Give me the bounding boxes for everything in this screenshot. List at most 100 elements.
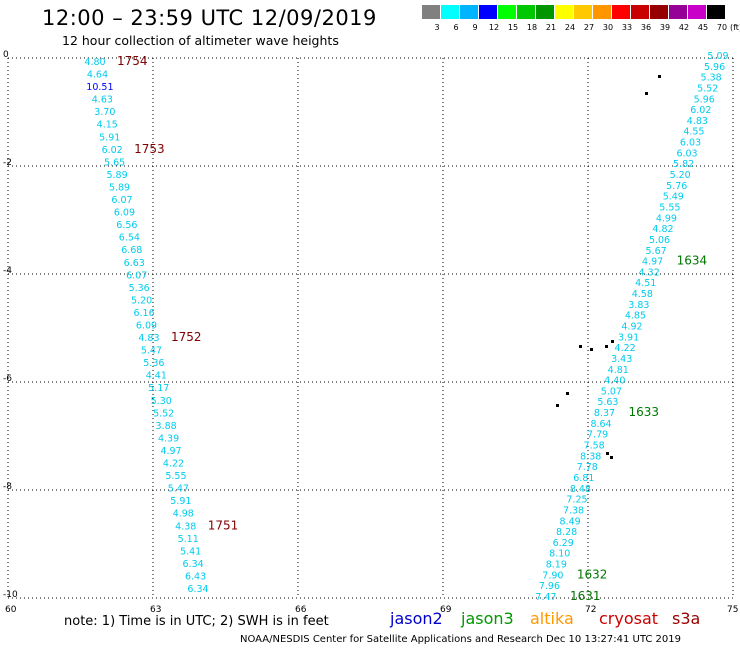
legend-label: 12 <box>488 23 500 32</box>
lon-tick-label: 69 <box>440 605 452 615</box>
island-shape <box>645 92 648 95</box>
legend-swatch <box>422 5 440 19</box>
wave-height-value: 6.63 <box>124 258 145 269</box>
legend-label: 3 <box>434 23 440 32</box>
lon-tick-label: 66 <box>295 605 307 615</box>
pass-time-label: 1632 <box>577 567 608 581</box>
island-shape <box>658 75 661 78</box>
wave-height-value: 8.38 <box>580 451 601 462</box>
pass-time-label: 1751 <box>208 518 239 532</box>
legend-swatch <box>612 5 630 19</box>
wave-height-value: 6.03 <box>680 138 701 149</box>
legend-swatch <box>707 5 725 19</box>
wave-height-value: 5.41 <box>180 546 201 557</box>
satellite-jason3: jason3 <box>461 609 514 628</box>
legend-swatch <box>593 5 611 19</box>
legend-swatch <box>574 5 592 19</box>
page-title: 12:00 – 23:59 UTC 12/09/2019 <box>42 6 377 30</box>
legend-label: 21 <box>545 23 557 32</box>
wave-height-value: 4.55 <box>683 127 704 138</box>
wave-height-value: 5.47 <box>168 484 189 495</box>
island-shape <box>611 340 614 343</box>
wave-height-value: 5.20 <box>670 170 691 181</box>
legend-swatch <box>536 5 554 19</box>
legend-swatch <box>479 5 497 19</box>
island-shape <box>610 456 613 459</box>
wave-height-value: 4.83 <box>138 333 159 344</box>
legend-label: 45 <box>697 23 709 32</box>
lat-tick-label: -6 <box>3 374 12 384</box>
wave-height-value: 6.02 <box>102 145 123 156</box>
wave-height-value: 4.97 <box>642 257 663 268</box>
wave-height-value: 6.09 <box>136 321 157 332</box>
lat-tick-label: -2 <box>3 158 12 168</box>
wave-height-value: 7.47 <box>535 592 556 603</box>
wave-height-value: 5.82 <box>673 159 694 170</box>
island-shape <box>605 345 608 348</box>
wave-height-value: 7.25 <box>566 495 587 506</box>
legend-label: 15 <box>507 23 519 32</box>
wave-height-value: 8.19 <box>546 560 567 571</box>
pass-time-label: 1752 <box>171 330 202 344</box>
wave-height-value: 4.58 <box>632 289 653 300</box>
wave-height-value: 4.38 <box>175 521 196 532</box>
wave-height-value: 5.11 <box>178 534 199 545</box>
wave-height-value: 4.41 <box>146 371 167 382</box>
wave-height-value: 4.22 <box>615 343 636 354</box>
wave-height-value: 3.88 <box>156 421 177 432</box>
wave-height-value: 5.49 <box>663 192 684 203</box>
wave-height-value: 7.90 <box>542 570 563 581</box>
footer-note: note: 1) Time is in UTC; 2) SWH is in fe… <box>64 614 329 629</box>
island-shape <box>606 452 609 455</box>
wave-height-value: 6.16 <box>133 308 154 319</box>
wave-height-value: 6.34 <box>187 584 208 595</box>
wave-height-value: 5.38 <box>701 73 722 84</box>
wave-height-value: 5.52 <box>153 408 174 419</box>
island-shape <box>556 404 559 407</box>
legend-swatch <box>669 5 687 19</box>
wave-height-value: 6.02 <box>690 105 711 116</box>
wave-height-value: 5.91 <box>170 496 191 507</box>
wave-height-value: 7.96 <box>539 581 560 592</box>
wave-height-value: 5.30 <box>151 396 172 407</box>
wave-height-value: 4.51 <box>635 278 656 289</box>
wave-height-value: 4.15 <box>97 120 118 131</box>
wave-height-value: 5.89 <box>106 170 127 181</box>
wave-height-value: 7.78 <box>577 462 598 473</box>
legend-swatch <box>441 5 459 19</box>
legend-swatch <box>460 5 478 19</box>
pass-time-label: 1633 <box>628 405 659 419</box>
wave-height-value: 6.07 <box>111 195 132 206</box>
page-subtitle: 12 hour collection of altimeter wave hei… <box>62 33 339 48</box>
wave-height-value: 5.55 <box>659 202 680 213</box>
wave-height-value: 3.83 <box>628 300 649 311</box>
wave-height-value: 5.55 <box>165 471 186 482</box>
wave-height-value: 4.64 <box>87 70 108 81</box>
wave-height-value: 4.99 <box>656 213 677 224</box>
wave-height-value: 5.76 <box>666 181 687 192</box>
legend-swatch <box>688 5 706 19</box>
satellite-altika: altika <box>530 609 574 628</box>
wave-height-value: 5.07 <box>601 386 622 397</box>
wave-height-value: 8.48 <box>570 484 591 495</box>
lon-tick-label: 60 <box>5 605 17 615</box>
legend-swatch <box>555 5 573 19</box>
wave-height-value: 3.43 <box>611 354 632 365</box>
wave-height-value: 6.43 <box>185 571 206 582</box>
wave-height-value: 5.20 <box>131 295 152 306</box>
wave-height-value: 4.32 <box>639 267 660 278</box>
wave-height-value: 6.34 <box>183 559 204 570</box>
wave-height-value: 4.63 <box>92 95 113 106</box>
legend-swatch <box>498 5 516 19</box>
legend-label: 39 <box>659 23 671 32</box>
legend-label: 27 <box>583 23 595 32</box>
wave-height-value: 8.10 <box>549 549 570 560</box>
wave-height-value: 7.38 <box>563 505 584 516</box>
wave-height-value: 4.22 <box>163 459 184 470</box>
wave-height-value: 5.91 <box>99 132 120 143</box>
wave-height-value: 7.58 <box>584 441 605 452</box>
wave-height-value: 8.28 <box>556 527 577 538</box>
wave-height-value: 5.09 <box>707 51 728 62</box>
wave-height-value: 4.97 <box>160 446 181 457</box>
